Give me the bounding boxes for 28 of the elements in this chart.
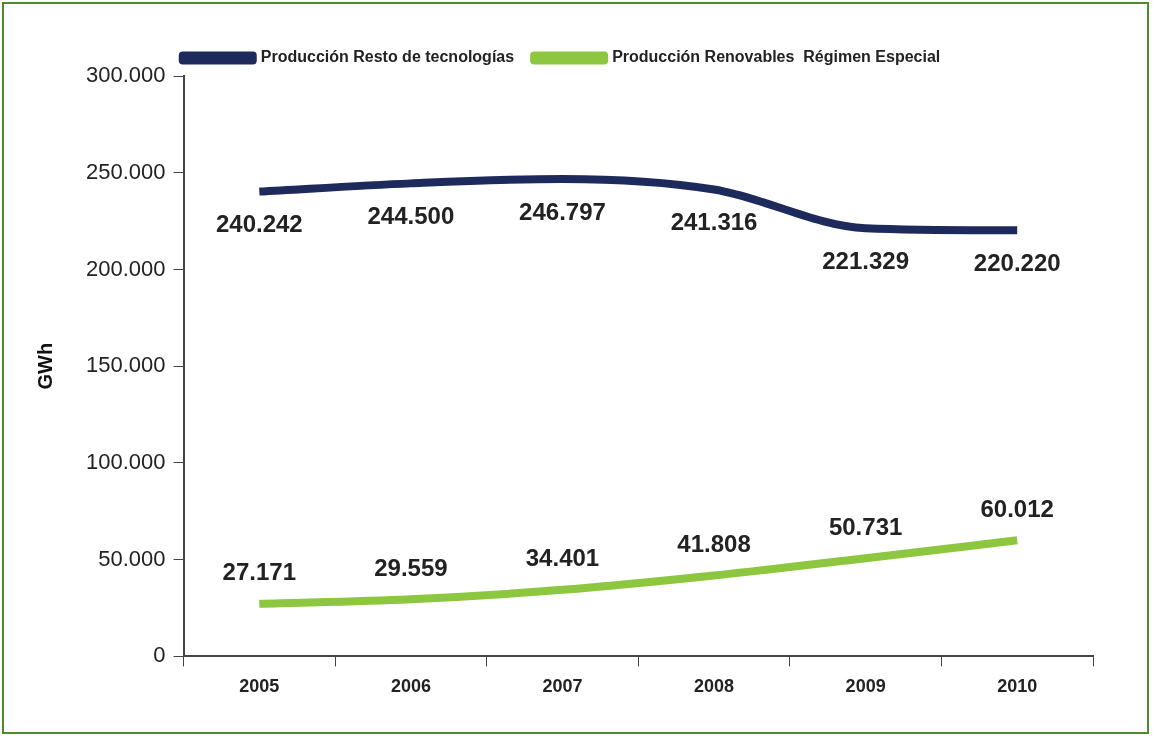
x-tick-label: 2007 xyxy=(542,676,583,697)
legend-label: Producción Renovables Régimen Especial xyxy=(612,48,941,66)
x-tick-label: 2010 xyxy=(997,676,1038,697)
legend-label: Producción Resto de tecnologías xyxy=(260,48,515,66)
y-tick-label: 200.000 xyxy=(85,255,166,281)
data-label: 244.500 xyxy=(367,202,455,229)
y-tick-label: 150.000 xyxy=(85,352,166,378)
x-tick-label: 2009 xyxy=(845,676,886,697)
y-tick-label: 100.000 xyxy=(85,449,166,474)
y-tick-label: 250.000 xyxy=(85,158,166,184)
data-label: 41.808 xyxy=(677,530,751,558)
x-tick-label: 2008 xyxy=(694,676,735,697)
data-label: 27.171 xyxy=(222,558,297,586)
y-tick-label: 0 xyxy=(153,642,166,668)
data-label: 50.731 xyxy=(828,512,903,540)
y-tick-label: 300.000 xyxy=(85,62,166,88)
data-label: 241.316 xyxy=(670,208,758,236)
x-tick-label: 2005 xyxy=(239,676,280,697)
y-tick-label: 50.000 xyxy=(98,545,166,571)
data-label: 240.242 xyxy=(215,210,303,238)
x-tick-label: 2006 xyxy=(390,676,431,697)
data-label: 220.220 xyxy=(973,248,1061,276)
data-label: 246.797 xyxy=(519,197,606,225)
data-label: 60.012 xyxy=(980,494,1054,522)
y-axis-title: GWh xyxy=(33,342,56,390)
data-label: 34.401 xyxy=(525,544,600,572)
data-label: 29.559 xyxy=(374,553,448,581)
data-label: 221.329 xyxy=(822,246,910,274)
